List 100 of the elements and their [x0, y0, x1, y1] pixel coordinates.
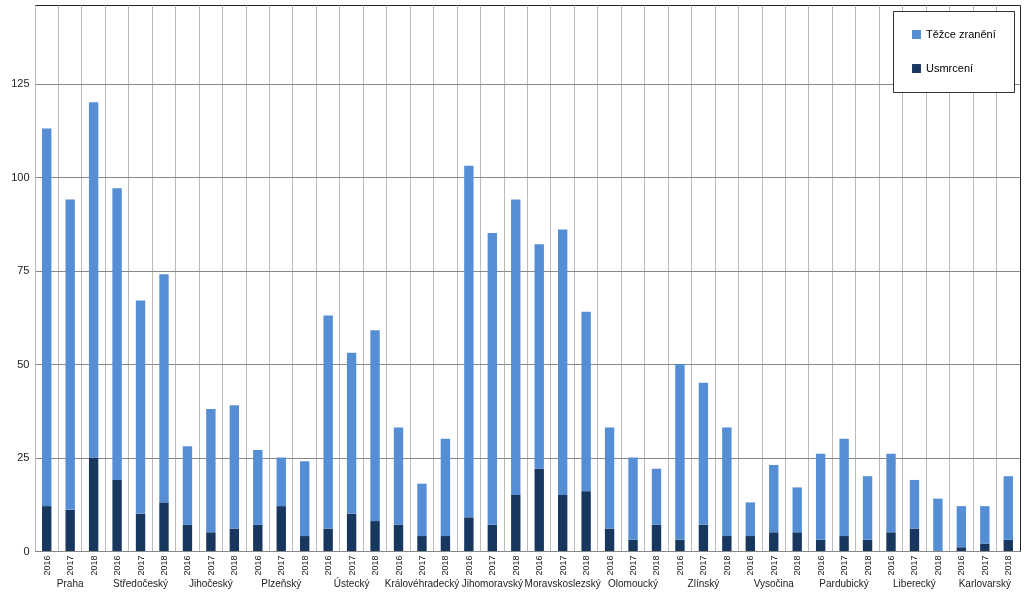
text: Pardubický: [819, 578, 869, 589]
bar: [628, 539, 638, 551]
x-tick-label: 2018: [581, 555, 592, 576]
x-tick-label: 2016: [463, 555, 474, 576]
bar: [65, 509, 75, 551]
bar: [722, 427, 732, 537]
y-tick-label: 100: [11, 170, 30, 183]
bar: [604, 427, 615, 529]
bar: [862, 539, 873, 551]
x-tick-label: 2016: [534, 555, 545, 576]
x-tick-label: 2017: [346, 555, 357, 576]
bar: [980, 543, 990, 551]
bar: [323, 528, 333, 551]
bar: [839, 438, 849, 537]
bar: [886, 453, 896, 533]
x-tick-label: 2016: [886, 555, 897, 576]
bar: [651, 524, 662, 551]
x-tick-label: 2017: [276, 555, 287, 576]
bar: [417, 483, 427, 537]
x-tick-label: 2018: [932, 555, 943, 576]
bar: [346, 513, 357, 551]
x-tick-label: 2016: [393, 555, 404, 576]
x-tick-label: 2018: [1003, 555, 1014, 576]
x-tick-label: 2018: [792, 555, 803, 576]
x-tick-label: 2016: [41, 555, 52, 576]
x-tick-label: 2017: [557, 555, 568, 576]
bar: [815, 539, 826, 551]
bar: [135, 300, 146, 514]
x-tick-label: 2017: [487, 555, 498, 576]
bar: [886, 532, 896, 551]
bar: [698, 382, 709, 525]
x-tick-label: 2016: [956, 555, 967, 576]
bar: [651, 468, 662, 525]
bar: [511, 494, 521, 551]
y-tick-label: 125: [11, 77, 30, 90]
bar: [112, 188, 122, 480]
bar: [370, 330, 380, 522]
y-tick-label: 25: [17, 451, 30, 464]
text: Praha: [56, 578, 84, 589]
x-tick-label: 2016: [674, 555, 685, 576]
x-tick-label: 2016: [604, 555, 615, 576]
text: Jihočeský: [188, 578, 233, 589]
bar: [769, 532, 779, 551]
bar: [440, 438, 451, 537]
x-tick-label: 2018: [510, 555, 521, 576]
bar: [862, 476, 873, 540]
bar: [229, 528, 240, 551]
x-tick-label: 2018: [440, 555, 451, 576]
bar: [839, 536, 849, 551]
bar: [534, 468, 544, 551]
text: Plzeňský: [261, 578, 302, 589]
bar: [769, 464, 779, 533]
bar: [464, 517, 474, 551]
bar: [745, 502, 755, 537]
x-tick-label: 2018: [721, 555, 732, 576]
x-tick-label: 2016: [323, 555, 334, 576]
x-tick-label: 2016: [745, 555, 756, 576]
x-tick-label: 2017: [698, 555, 709, 576]
bar: [604, 528, 615, 551]
bar: [253, 450, 263, 525]
x-tick-label: 2017: [909, 555, 920, 576]
bar: [346, 352, 357, 514]
bar: [182, 524, 193, 551]
bar: [1003, 539, 1013, 551]
bar: [300, 536, 310, 551]
bar: [112, 479, 122, 551]
bar: [980, 506, 990, 544]
text: Středočeský: [113, 578, 169, 589]
text: Zlínský: [687, 578, 720, 589]
text: Ústecký: [333, 577, 370, 589]
text: Vysočina: [753, 578, 795, 589]
x-tick-label: 2016: [112, 555, 123, 576]
bar: [628, 457, 638, 540]
bar: [42, 128, 52, 507]
bar: [65, 199, 75, 510]
x-tick-label: 2017: [135, 555, 146, 576]
bar: [276, 457, 286, 507]
bar: [323, 315, 333, 529]
x-tick-label: 2018: [862, 555, 873, 576]
bar: [42, 506, 52, 551]
bar: [135, 513, 146, 551]
bar: [229, 405, 240, 529]
bar: [909, 479, 920, 529]
x-tick-label: 2016: [252, 555, 263, 576]
bar: [815, 453, 826, 540]
legend-label: Usmrcení: [926, 61, 974, 74]
text: Olomoucký: [608, 578, 659, 589]
bar: [159, 274, 169, 503]
x-tick-label: 2018: [158, 555, 169, 576]
x-tick-label: 2016: [182, 555, 193, 576]
x-tick-label: 2017: [205, 555, 216, 576]
x-tick-label: 2018: [651, 555, 662, 576]
bar: [393, 524, 404, 551]
bar: [370, 521, 380, 551]
bar: [393, 427, 404, 525]
x-tick-label: 2017: [416, 555, 427, 576]
bar: [206, 532, 216, 551]
bar: [933, 498, 943, 551]
bar: [534, 244, 544, 469]
bar: [182, 446, 193, 525]
